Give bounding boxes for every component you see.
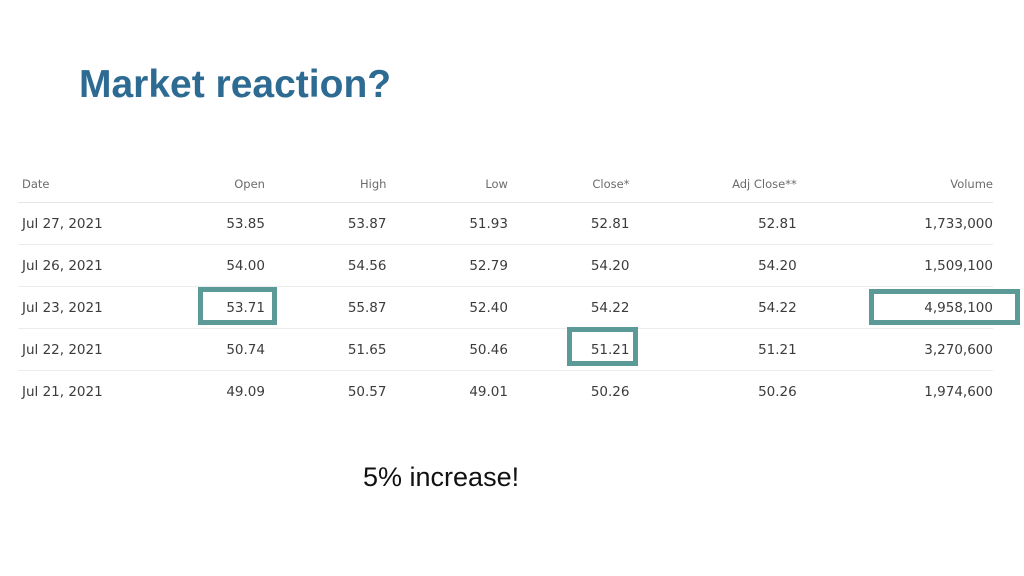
cell-close: 54.20 [507,244,630,287]
cell-date: Jul 21, 2021 [22,383,103,400]
cell-date: Jul 22, 2021 [18,328,152,371]
cell-close: 50.26 [590,383,630,400]
highlight-close-jul-22 [567,327,638,366]
cell-volume: 3,270,600 [796,328,993,371]
cell-date: Jul 26, 2021 [18,244,152,287]
table-row: Jul 22, 2021 50.74 51.65 50.46 51.21 51.… [18,328,993,371]
cell-high: 50.57 [347,383,387,400]
cell-volume: 1,733,000 [796,202,993,245]
cell-open: 49.09 [226,383,265,400]
column-header-high: High [264,166,387,203]
table-row: Jul 21, 2021 49.09 50.57 49.01 50.26 50.… [18,371,993,413]
cell-low: 52.40 [386,286,508,329]
cell-date: Jul 27, 2021 [18,202,152,245]
table-row: Jul 23, 2021 53.71 55.87 52.40 54.22 54.… [18,286,993,329]
table-row: Jul 26, 2021 54.00 54.56 52.79 54.20 54.… [18,244,993,287]
column-header-close: Close* [507,166,630,203]
cell-open: 53.85 [151,202,265,245]
column-header-date: Date [18,166,152,203]
cell-volume: 1,974,600 [924,383,993,400]
cell-adj-close: 54.20 [629,244,797,287]
column-header-volume: Volume [796,166,993,203]
slide-caption: 5% increase! [363,462,520,492]
cell-close: 54.22 [507,286,630,329]
slide-title: Market reaction? [79,63,392,106]
cell-adj-close: 50.26 [758,383,797,400]
cell-date: Jul 23, 2021 [18,286,152,329]
cell-volume: 1,509,100 [796,244,993,287]
cell-low: 52.79 [386,244,508,287]
cell-high: 55.87 [264,286,387,329]
column-header-low: Low [386,166,508,203]
cell-close: 52.81 [507,202,630,245]
cell-low: 49.01 [469,383,508,400]
table-row: Jul 27, 2021 53.85 53.87 51.93 52.81 52.… [18,202,993,245]
cell-high: 54.56 [264,244,387,287]
column-header-open: Open [151,166,265,203]
cell-open: 54.00 [151,244,265,287]
cell-low: 51.93 [386,202,508,245]
table-header-row: Date Open High Low Close* Adj Close** Vo… [18,166,993,203]
cell-adj-close: 51.21 [629,328,797,371]
cell-adj-close: 52.81 [629,202,797,245]
historical-prices-table: Date Open High Low Close* Adj Close** Vo… [18,166,993,412]
column-header-adj-close: Adj Close** [629,166,797,203]
cell-high: 51.65 [264,328,387,371]
cell-adj-close: 54.22 [629,286,797,329]
highlight-volume-jul-23 [869,289,1020,325]
cell-open: 50.74 [151,328,265,371]
cell-low: 50.46 [386,328,508,371]
highlight-open-jul-23 [198,287,277,325]
cell-high: 53.87 [264,202,387,245]
